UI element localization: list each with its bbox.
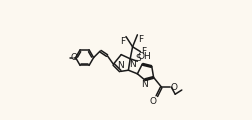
Text: N: N: [117, 61, 124, 70]
Text: OH: OH: [138, 52, 152, 61]
Text: F: F: [141, 47, 146, 56]
Text: N: N: [141, 80, 148, 89]
Text: S: S: [136, 54, 142, 63]
Text: N: N: [129, 60, 136, 69]
Text: O: O: [170, 83, 177, 91]
Text: O: O: [71, 53, 78, 62]
Text: O: O: [149, 97, 156, 106]
Text: F: F: [120, 37, 126, 46]
Text: F: F: [138, 35, 143, 44]
